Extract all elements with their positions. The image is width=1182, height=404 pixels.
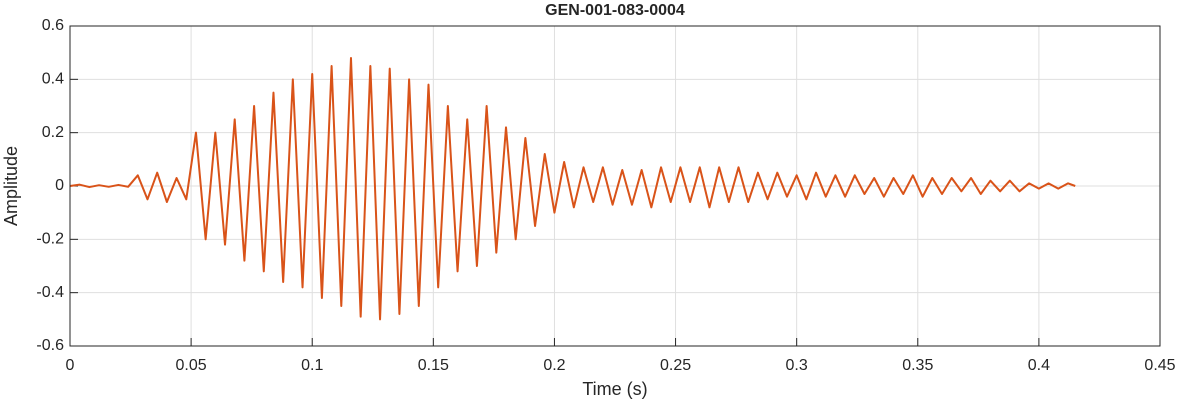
waveform-line (69, 57, 1076, 321)
x-tick-label: 0.05 (176, 357, 207, 374)
y-tick-label: -0.2 (36, 231, 64, 248)
x-tick-label: 0.2 (543, 357, 565, 374)
x-tick-label: 0.25 (660, 357, 691, 374)
x-tick-label: 0.1 (301, 357, 323, 374)
x-tick-label: 0.15 (418, 357, 449, 374)
chart-title: GEN-001-083-0004 (545, 2, 685, 19)
x-tick-label: 0.35 (902, 357, 933, 374)
y-tick-label: 0.6 (42, 17, 64, 34)
x-tick-label: 0.45 (1144, 357, 1175, 374)
y-axis-label: Amplitude (1, 146, 21, 226)
x-axis-label: Time (s) (582, 379, 647, 399)
y-tick-label: 0.4 (42, 71, 64, 88)
y-tick-label: -0.6 (36, 337, 64, 354)
x-tick-label: 0.3 (786, 357, 808, 374)
y-tick-label: 0.2 (42, 124, 64, 141)
plot-border (69, 25, 1161, 347)
x-tick-label: 0 (66, 357, 75, 374)
y-tick-label: 0 (55, 177, 64, 194)
x-tick-label: 0.4 (1028, 357, 1050, 374)
y-tick-label: -0.4 (36, 284, 64, 301)
